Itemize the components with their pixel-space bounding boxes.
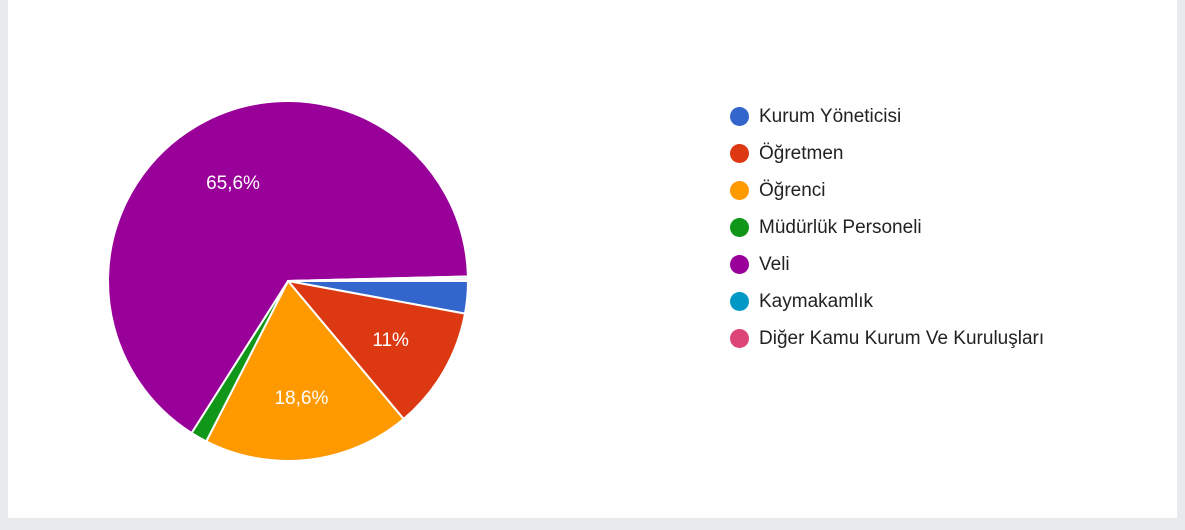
pie-slice-diger-kamu-kurum-ve-kuruluslari[interactable] (287, 277, 470, 282)
chart-legend: Kurum Yöneticisi Öğretmen Öğrenci Müdürlük … (730, 98, 1044, 357)
legend-item-veli[interactable]: Veli (730, 246, 1044, 283)
legend-swatch-icon (730, 107, 749, 126)
legend-item-diger-kamu-kurum-ve-kuruluslari[interactable]: Diğer Kamu Kurum Ve Kuruluşları (730, 320, 1044, 357)
chart-card: 11% 18,6% 65,6% Kurum Yöneticisi Öğretmen Öğ… (8, 0, 1177, 518)
legend-label: Müdürlük Personeli (759, 216, 922, 238)
legend-swatch-icon (730, 292, 749, 311)
data-label-ogretmen: 11% (372, 330, 409, 351)
legend-label: Diğer Kamu Kurum Ve Kuruluşları (759, 327, 1045, 349)
legend-label: Öğrenci (759, 179, 826, 201)
legend-item-kurum-yoneticisi[interactable]: Kurum Yöneticisi (730, 98, 1044, 135)
legend-item-ogretmen[interactable]: Öğretmen (730, 135, 1044, 172)
pie-slice-veli[interactable] (107, 100, 469, 434)
legend-swatch-icon (730, 218, 749, 237)
data-label-veli: 65,6% (206, 173, 260, 194)
legend-item-mudurluk-personeli[interactable]: Müdürlük Personeli (730, 209, 1044, 246)
legend-item-kaymakamlik[interactable]: Kaymakamlık (730, 283, 1044, 320)
legend-swatch-icon (730, 329, 749, 348)
legend-swatch-icon (730, 144, 749, 163)
legend-label: Öğretmen (759, 142, 844, 164)
legend-swatch-icon (730, 181, 749, 200)
legend-label: Kaymakamlık (759, 290, 874, 312)
legend-label: Kurum Yöneticisi (759, 105, 902, 127)
pie-slice-ogretmen[interactable] (287, 280, 467, 420)
data-label-ogrenci: 18,6% (274, 388, 328, 409)
pie-chart: 11% 18,6% 65,6% (107, 100, 470, 462)
legend-swatch-icon (730, 255, 749, 274)
legend-item-ogrenci[interactable]: Öğrenci (730, 172, 1044, 209)
pie-slice-ogrenci[interactable] (205, 280, 405, 462)
legend-label: Veli (759, 253, 790, 275)
